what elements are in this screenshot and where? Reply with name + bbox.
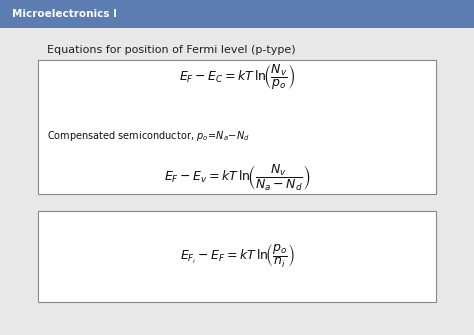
FancyBboxPatch shape (38, 211, 436, 302)
FancyBboxPatch shape (38, 60, 436, 194)
Text: Equations for position of Fermi level (p-type): Equations for position of Fermi level (p… (47, 45, 296, 55)
Text: Compensated semiconductor, $p_o\!=\!N_a\!-\!N_d$: Compensated semiconductor, $p_o\!=\!N_a\… (47, 129, 250, 143)
Text: $E_F - E_v = kT\,\mathrm{ln}\!\left(\dfrac{N_v}{N_a - N_d}\right)$: $E_F - E_v = kT\,\mathrm{ln}\!\left(\dfr… (164, 162, 310, 193)
Text: $E_{F_i} - E_F = kT\,\mathrm{ln}\!\left(\dfrac{p_o}{n_i}\right)$: $E_{F_i} - E_F = kT\,\mathrm{ln}\!\left(… (180, 243, 294, 270)
Text: Microelectronics I: Microelectronics I (12, 9, 117, 19)
Text: $E_F - E_C = kT\,\mathrm{ln}\!\left(\dfrac{N_v}{p_o}\right)$: $E_F - E_C = kT\,\mathrm{ln}\!\left(\dfr… (179, 63, 295, 91)
FancyBboxPatch shape (0, 0, 474, 28)
